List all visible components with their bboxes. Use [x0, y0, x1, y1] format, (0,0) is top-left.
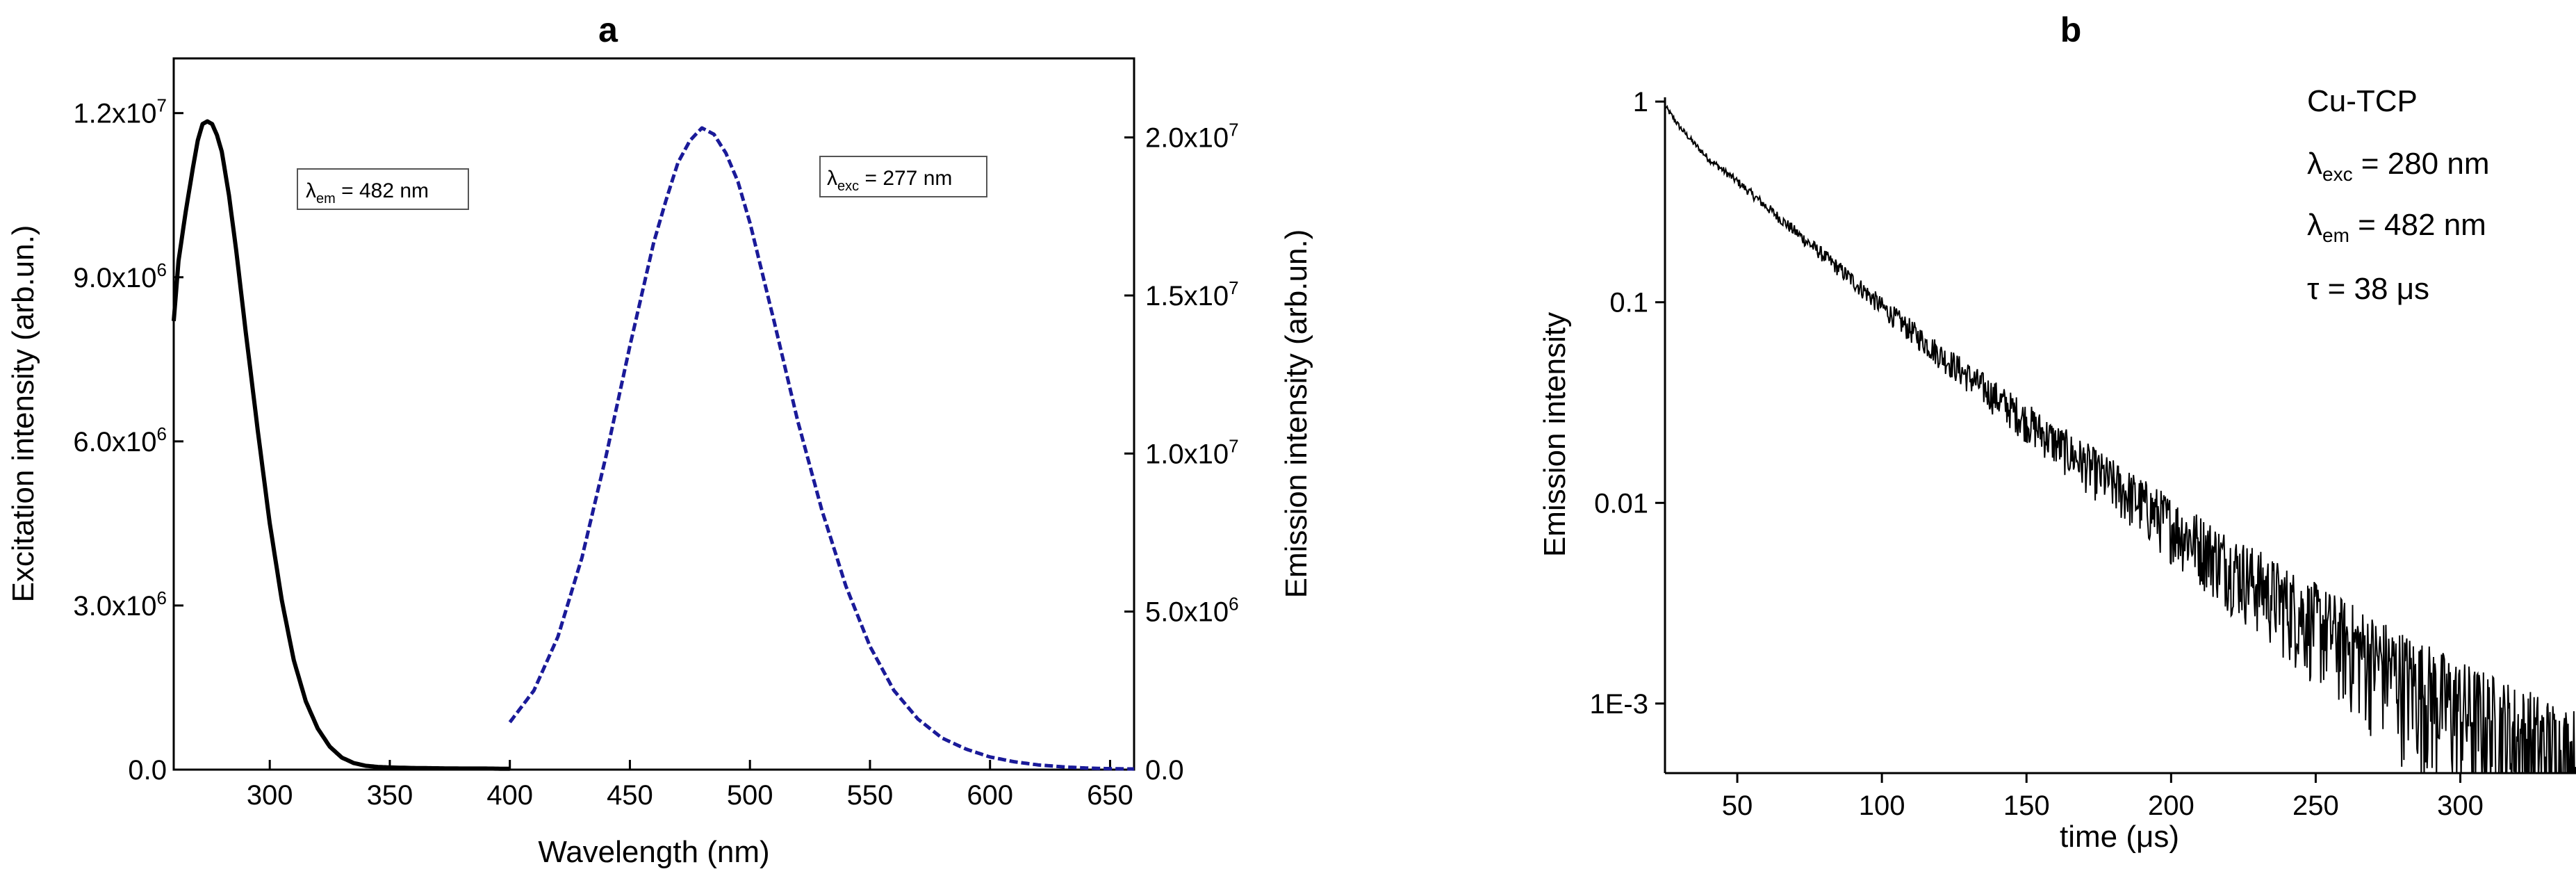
- legend-item-lambda-em-value: = 482 nm: [2349, 208, 2486, 242]
- panel-a-y-axis-label: Excitation intensity (arb.un.): [6, 225, 40, 603]
- legend-item-lambda-exc: λexc = 280 nm: [2307, 147, 2489, 185]
- panel-a-y-right-tick-label-mantissa: 1.5x10: [1145, 281, 1229, 311]
- annotation-lambda-exc-value: = 277 nm: [859, 167, 952, 190]
- panel-b-x-tick-label: 100: [1859, 790, 1905, 821]
- panel-b-x-tick-label: 200: [2148, 790, 2194, 821]
- legend-item-lambda-exc-symbol: λ: [2307, 147, 2322, 181]
- panel-a-y-tick-label-mantissa: 1.2x10: [73, 99, 156, 129]
- panel-a-y-tick-label: 0.0: [128, 755, 167, 786]
- panel-b-series: [1665, 104, 2576, 773]
- panel-a-y-right-tick-label-exponent: 7: [1229, 120, 1238, 140]
- legend-item-lambda-exc-subscript: exc: [2322, 163, 2353, 185]
- panel-a-y-tick-label-mantissa: 9.0x10: [73, 263, 156, 293]
- panel-a-y-tick-label-exponent: 6: [157, 587, 167, 608]
- annotation-lambda-exc-subscript: exc: [837, 179, 859, 194]
- annotation-lambda-em-symbol: λ: [306, 179, 316, 202]
- legend-item-lambda-em: λem = 482 nm: [2307, 208, 2486, 246]
- panel-a-y-tick-label-mantissa: 0.0: [128, 755, 167, 786]
- panel-a-letter: a: [598, 10, 618, 49]
- panel-a-x-tick-label: 450: [607, 780, 653, 811]
- legend-item-lambda-em-symbol: λ: [2307, 208, 2322, 242]
- panel-a-x-tick-label: 300: [247, 780, 293, 811]
- svg-text:λem = 482 nm: λem = 482 nm: [306, 179, 429, 206]
- panel-a-y-tick-label-exponent: 7: [157, 95, 167, 116]
- panel-a-x-tick-label: 550: [847, 780, 894, 811]
- panel-a-y-right-tick-label-exponent: 7: [1229, 435, 1238, 456]
- panel-a-y-tick-label: 9.0x106: [73, 259, 167, 293]
- panel-a-y-tick-label-exponent: 6: [157, 423, 167, 444]
- panel-b-y-ticks: 1 0.1 0.01 1E-3: [1590, 87, 1665, 720]
- panel-a-y-right-tick-label: 1.0x107: [1145, 435, 1239, 469]
- panel-b-x-tick-label: 50: [1722, 790, 1753, 821]
- panel-b-y-tick-label: 1: [1633, 87, 1648, 117]
- panel-b-y-axis-label: Emission intensity: [1538, 312, 1572, 557]
- annotation-lambda-em-value: = 482 nm: [336, 179, 429, 202]
- panel-b-x-ticks: 50 100 150 200 250 300: [1722, 773, 2484, 821]
- panel-a-y-right-tick-label-mantissa: 2.0x10: [1145, 123, 1229, 154]
- panel-a-y-axis-label-right: Emission intensity (arb.un.): [1279, 229, 1313, 599]
- panel-b-y-tick-label: 0.1: [1609, 288, 1648, 318]
- panel-a-y-right-tick-label: 2.0x107: [1145, 120, 1239, 154]
- annotation-lambda-em-subscript: em: [316, 191, 336, 206]
- annotation-lambda-exc-symbol: λ: [827, 167, 837, 190]
- panel-a-y-right-tick-label-exponent: 6: [1229, 594, 1238, 615]
- annotation-lambda-em: λem = 482 nm: [297, 168, 469, 210]
- panel-b-legend: Cu-TCP λexc = 280 nm λem = 482 nm τ = 38…: [2307, 84, 2489, 306]
- panel-b-y-tick-label: 1E-3: [1590, 689, 1649, 720]
- panel-a-x-ticks: 300 350 400 450 500 550 600 650: [247, 760, 1133, 811]
- panel-a-x-tick-label: 500: [727, 780, 773, 811]
- panel-a-y-right-tick-label: 5.0x106: [1145, 594, 1239, 628]
- panel-a-y-right-tick-label: 0.0: [1145, 755, 1184, 786]
- panel-a-y-tick-label-mantissa: 3.0x10: [73, 591, 156, 622]
- annotation-lambda-exc: λexc = 277 nm: [819, 156, 987, 197]
- panel-a-x-tick-label: 400: [486, 780, 533, 811]
- panel-a-y-tick-label-exponent: 6: [157, 259, 167, 280]
- panel-a: a 300 350 400 450 500 550 600 650 0.03.0x1066.0…: [6, 10, 1313, 869]
- panel-b-letter: b: [2060, 10, 2082, 49]
- panel-b-x-tick-label: 150: [2003, 790, 2050, 821]
- decay-curve-line: [1665, 104, 2576, 773]
- legend-item-tau-symbol: τ: [2307, 272, 2320, 306]
- panel-a-y-right-tick-label-exponent: 7: [1229, 277, 1238, 298]
- panel-a-plot-frame: [172, 57, 1135, 771]
- panel-a-x-tick-label: 600: [967, 780, 1013, 811]
- panel-a-y-right-tick-label-mantissa: 5.0x10: [1145, 597, 1229, 628]
- panel-a-y-tick-label: 1.2x107: [73, 95, 167, 129]
- emission-spectrum-line: [508, 126, 1135, 771]
- panel-b-y-tick-label: 0.01: [1594, 488, 1648, 519]
- panel-b-x-axis-label: time (μs): [2060, 820, 2179, 854]
- legend-item-tau-value: = 38 μs: [2319, 272, 2429, 306]
- panel-a-y-right-tick-label-mantissa: 1.0x10: [1145, 439, 1229, 469]
- panel-a-x-axis-label: Wavelength (nm): [538, 835, 769, 869]
- panel-a-y-tick-label-mantissa: 6.0x10: [73, 427, 156, 457]
- legend-item-tau: τ = 38 μs: [2307, 272, 2429, 306]
- excitation-spectrum-line: [172, 119, 510, 771]
- svg-text:λexc = 277 nm: λexc = 277 nm: [827, 167, 952, 194]
- panel-a-y-right-tick-label-mantissa: 0.0: [1145, 755, 1184, 786]
- panel-b-x-tick-label: 300: [2437, 790, 2484, 821]
- panel-a-x-tick-label: 350: [367, 780, 413, 811]
- panel-a-y-right-tick-label: 1.5x107: [1145, 277, 1239, 311]
- legend-title: Cu-TCP: [2307, 84, 2418, 118]
- panel-b: b 50 100 150 200 250 300 1 0.1 0.01 1E-3 time (μ…: [1538, 10, 2576, 854]
- panel-a-x-tick-label: 650: [1087, 780, 1133, 811]
- panel-a-y-tick-label: 3.0x106: [73, 587, 167, 622]
- legend-item-lambda-em-subscript: em: [2322, 225, 2349, 246]
- panel-a-series: [172, 119, 1135, 771]
- panel-b-x-tick-label: 250: [2292, 790, 2339, 821]
- legend-item-lambda-exc-value: = 280 nm: [2353, 147, 2490, 181]
- panel-a-y-tick-label: 6.0x106: [73, 423, 167, 457]
